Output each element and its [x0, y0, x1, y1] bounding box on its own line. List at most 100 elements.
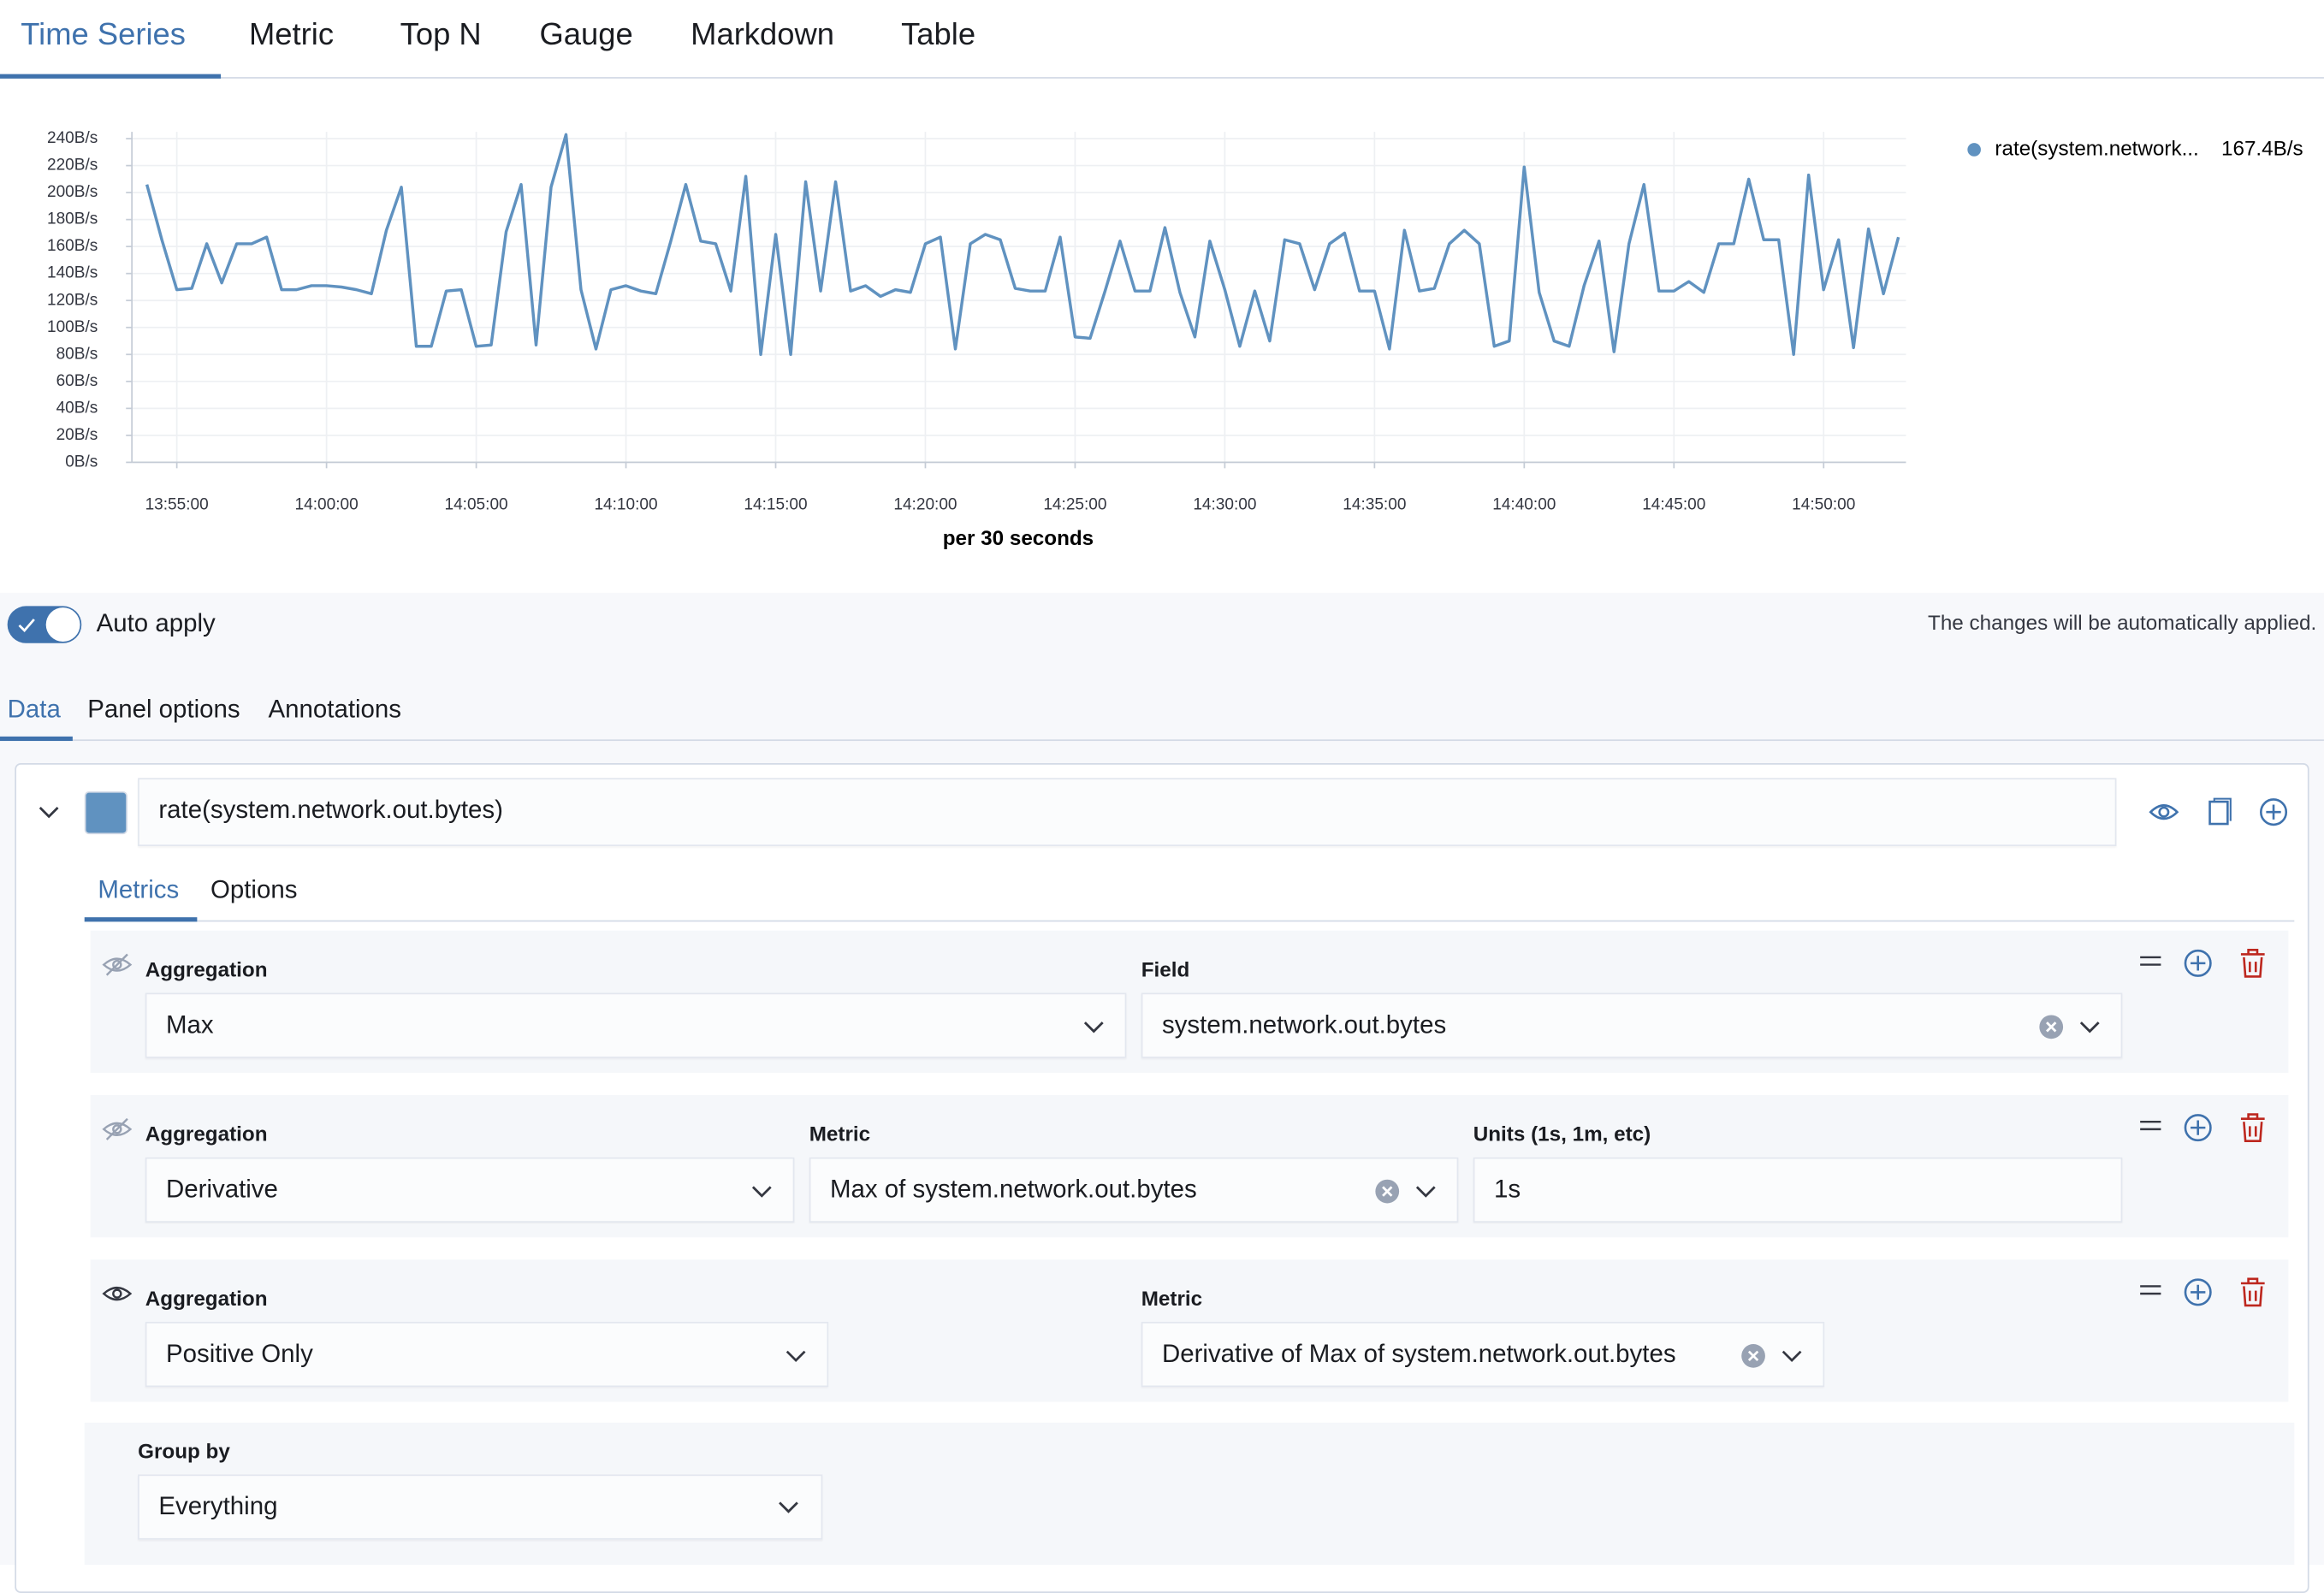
x-tick-label: 14:45:00: [1642, 496, 1705, 514]
visualization-tab[interactable]: Metric: [248, 17, 335, 52]
auto-apply-label: Auto apply: [96, 608, 216, 637]
legend-swatch: [1967, 143, 1981, 157]
delete-icon: [2240, 948, 2265, 978]
field-input[interactable]: Max of system.network.out.bytes: [809, 1157, 1459, 1223]
y-tick-label: 20B/s: [56, 426, 98, 444]
visualization-tab[interactable]: Time Series: [21, 17, 186, 52]
y-tick-label: 240B/s: [47, 129, 98, 147]
clear-button[interactable]: [1374, 1178, 1401, 1205]
chart: per 30 seconds 0B/s 20B/s 40B/s 60B/s 80B/s 1…: [47, 129, 2303, 550]
auto-apply-note: The changes will be automatically applie…: [1928, 610, 2317, 635]
chevron: [1083, 1022, 1104, 1033]
field-label: Metric: [809, 1122, 871, 1146]
pupil: [112, 959, 122, 970]
clear-x: [2046, 1022, 2057, 1033]
legend-label[interactable]: rate(system.network...: [1995, 137, 2198, 160]
legend-value: 167.4B/s: [2221, 137, 2303, 160]
add-icon: [2184, 1114, 2212, 1142]
drag-handle: [2140, 956, 2161, 966]
series-color[interactable]: [84, 791, 127, 835]
visualization-tab[interactable]: Table: [901, 17, 976, 52]
panel-tab[interactable]: Panel options: [87, 695, 240, 724]
aggregation-select[interactable]: Derivative: [145, 1157, 795, 1223]
chevron-path: [751, 1186, 772, 1198]
slash: [105, 1117, 128, 1140]
field-input[interactable]: 1s: [1473, 1157, 2123, 1223]
check-icon: [18, 619, 35, 633]
field-label: Aggregation: [145, 1122, 268, 1146]
group-by-select[interactable]: Everything: [138, 1474, 823, 1540]
chevron-path: [1415, 1186, 1436, 1198]
delete-icon: [2240, 1277, 2265, 1307]
toggle-knob: [45, 607, 80, 642]
y-tick-label: 40B/s: [56, 399, 98, 417]
field-label: Metric: [1141, 1286, 1203, 1311]
field-label: Aggregation: [145, 956, 268, 981]
series-label-input[interactable]: rate(system.network.out.bytes): [138, 778, 2117, 847]
chevron-path: [786, 1350, 806, 1363]
add-plus: [2191, 1284, 2206, 1300]
visibility-icon[interactable]: [101, 1116, 137, 1142]
chevron: [786, 1350, 806, 1363]
y-tick-label: 60B/s: [56, 372, 98, 390]
field-input[interactable]: Derivative of Max of system.network.out.…: [1141, 1322, 1825, 1388]
y-tick-label: 120B/s: [47, 291, 98, 309]
x-tick-label: 14:30:00: [1193, 496, 1256, 514]
visualization-tab[interactable]: Top N: [400, 17, 482, 52]
aggregation-select[interactable]: Max: [145, 992, 1127, 1058]
chevron: [1782, 1350, 1802, 1363]
add-plus: [2191, 1120, 2206, 1135]
clear-button[interactable]: [1740, 1342, 1766, 1369]
row-actions: [2140, 1113, 2265, 1143]
chevron-path: [2079, 1022, 2100, 1033]
slash: [105, 953, 128, 976]
panel-tabs-border: [0, 739, 2324, 742]
series-line: [145, 133, 1900, 357]
panel-tab[interactable]: Data: [7, 695, 61, 724]
y-tick-label: 0B/s: [65, 453, 98, 471]
x-tick-label: 14:10:00: [594, 496, 657, 514]
series-tab[interactable]: Metrics: [98, 875, 180, 904]
aggregation-select[interactable]: Positive Only: [145, 1322, 829, 1388]
drag-handle: [2140, 1120, 2161, 1131]
clear-button[interactable]: [2038, 1014, 2065, 1040]
pupil: [112, 1124, 122, 1134]
x-tick-label: 14:15:00: [744, 496, 807, 514]
collapse-chevron[interactable]: [37, 802, 61, 822]
series-tabs-border: [84, 920, 2295, 922]
clear-x: [1382, 1186, 1393, 1197]
eye-icon[interactable]: [2149, 804, 2179, 820]
visualization-tab[interactable]: Gauge: [539, 17, 633, 52]
clear-x: [1747, 1350, 1759, 1362]
y-tick-label: 200B/s: [47, 183, 98, 201]
x-tick-label: 14:35:00: [1343, 496, 1406, 514]
x-tick-label: 14:20:00: [893, 496, 957, 514]
chevron: [779, 1501, 798, 1513]
series-tab[interactable]: Options: [210, 875, 298, 904]
add-icon: [2184, 1278, 2212, 1306]
field-label: Aggregation: [145, 1286, 268, 1311]
visibility-icon[interactable]: [101, 1281, 137, 1307]
row-actions: [2140, 1277, 2265, 1307]
y-tick-label: 220B/s: [47, 157, 98, 175]
y-tick-label: 180B/s: [47, 210, 98, 228]
clone-icon[interactable]: [2208, 797, 2232, 826]
y-tick-label: 160B/s: [47, 237, 98, 255]
x-tick-label: 13:55:00: [145, 496, 209, 514]
chevron-path: [1083, 1022, 1104, 1033]
visualization-tab[interactable]: Markdown: [691, 17, 834, 52]
panel-tab[interactable]: Annotations: [268, 695, 402, 724]
y-tick-label: 140B/s: [47, 264, 98, 282]
field-label: Units (1s, 1m, etc): [1473, 1122, 1651, 1146]
add-icon[interactable]: [2260, 798, 2288, 826]
active-panel-tab-underline: [0, 736, 73, 742]
group-by-label: Group by: [138, 1438, 230, 1463]
y-tick-label: 100B/s: [47, 318, 98, 336]
x-tick-label: 14:50:00: [1792, 496, 1855, 514]
visibility-icon[interactable]: [101, 951, 137, 978]
field-label: Field: [1141, 956, 1190, 981]
x-tick-label: 14:25:00: [1043, 496, 1106, 514]
field-input[interactable]: system.network.out.bytes: [1141, 992, 2123, 1058]
auto-apply-toggle[interactable]: [7, 606, 82, 643]
